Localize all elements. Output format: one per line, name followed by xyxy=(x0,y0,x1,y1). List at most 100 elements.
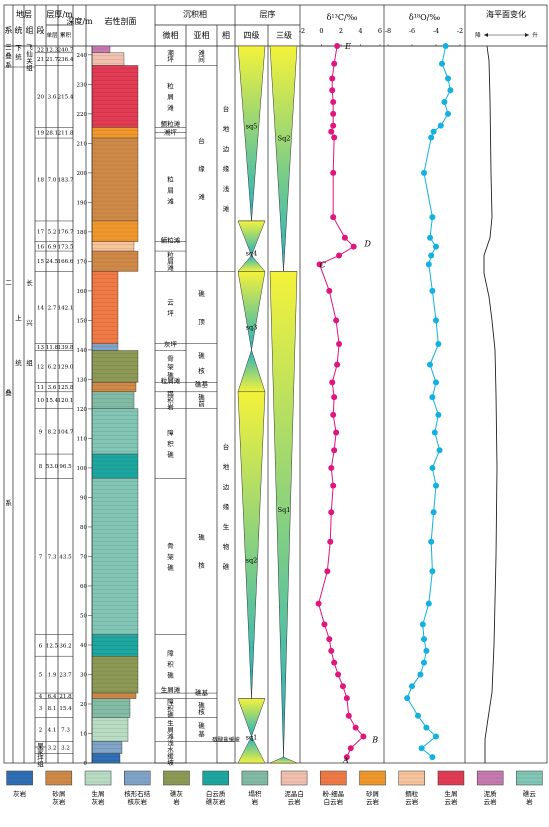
subfacies-cell: 礁核 xyxy=(186,351,217,383)
x-tick-label: -4 xyxy=(433,27,439,35)
x-tick-label: 2 xyxy=(339,27,343,35)
data-point xyxy=(324,568,331,575)
layer-single-thickness: 53.0 xyxy=(46,464,59,470)
legend-swatch xyxy=(163,770,190,786)
header-facies: 沉积相 xyxy=(183,9,207,19)
data-point xyxy=(433,733,439,740)
data-point xyxy=(430,128,437,135)
depth-tick-label: 220 xyxy=(77,112,88,118)
layer-number: 21 xyxy=(37,57,44,63)
layer-single-thickness: 6.2 xyxy=(48,364,57,370)
data-point xyxy=(445,75,451,82)
subfacies-label: 台缘滩 xyxy=(198,136,205,201)
header-sea-low: 降 xyxy=(475,31,481,39)
subfacies-label: 礁核 xyxy=(198,700,205,716)
legend-swatch xyxy=(241,770,269,786)
header-strata: 地层 xyxy=(16,9,32,19)
data-point xyxy=(330,482,337,489)
data-point xyxy=(433,482,439,489)
layer-cumulative-thickness: 183.7 xyxy=(58,178,74,184)
data-point xyxy=(316,261,323,268)
data-point xyxy=(429,568,436,575)
microfacies-cell: 潮坪 xyxy=(155,48,186,66)
lithology-bed xyxy=(91,717,129,742)
unit-changxing: 长兴组 xyxy=(26,278,33,367)
lithology-bed xyxy=(91,741,123,754)
microfacies-label: 粒屑滩 xyxy=(167,174,174,205)
data-point xyxy=(421,636,427,643)
microfacies-cell: 粒屑滩 xyxy=(155,376,186,393)
layer-number: 16 xyxy=(37,244,44,250)
point-annotation: A xyxy=(342,756,349,765)
layer-row: 16 6.9 173.5 xyxy=(35,244,74,252)
depth-tick: 20 xyxy=(80,702,92,708)
subfacies-label: 礁顶 xyxy=(198,289,205,326)
data-point xyxy=(331,447,338,454)
legend-swatch xyxy=(359,770,386,786)
layer-row: 19 28.1 211.8 xyxy=(35,131,74,139)
data-point xyxy=(326,287,333,294)
legend-swatch xyxy=(6,770,33,786)
depth-tick: 210 xyxy=(77,141,92,147)
data-point xyxy=(447,87,454,94)
legend-swatch xyxy=(280,770,308,786)
legend-item: 礁云岩 xyxy=(516,770,543,806)
lithology-bed xyxy=(91,271,119,344)
data-point xyxy=(330,99,337,106)
data-point xyxy=(417,671,424,678)
unit-upper: 上统 xyxy=(15,313,22,367)
layer-row: 11 3.6 125.8 xyxy=(35,385,74,393)
depth-tick: 70 xyxy=(80,554,92,560)
data-point xyxy=(343,754,350,761)
layer-number: 13 xyxy=(37,345,44,351)
subfacies-label: 礁核 xyxy=(198,532,205,569)
microfacies-cell: 生屑滩 xyxy=(155,719,186,742)
lithology-bed xyxy=(91,45,111,53)
layer-cumulative-thickness: 139.8 xyxy=(58,345,74,351)
header-system: 系 xyxy=(5,25,13,35)
data-point xyxy=(333,317,340,324)
layer-number: 12 xyxy=(37,364,44,370)
depth-tick-label: 200 xyxy=(77,171,88,177)
microfacies-cell: 鲕粒滩 xyxy=(155,235,186,252)
legend-item: 核形石结核灰岩 xyxy=(124,770,151,806)
depth-tick-label: 240 xyxy=(77,53,88,59)
layer-number: 15 xyxy=(37,259,44,265)
data-point xyxy=(425,261,432,268)
fourth-order-sequence-label: sq2 xyxy=(246,556,258,564)
depth-tick-label: 90 xyxy=(80,495,87,501)
point-annotation: B xyxy=(371,735,378,744)
layer-cumulative-thickness: 23.7 xyxy=(59,673,72,679)
depth-tick: 80 xyxy=(80,525,92,531)
data-point xyxy=(330,169,337,176)
layer-cumulative-thickness: 104.7 xyxy=(58,429,74,435)
data-point xyxy=(328,647,335,654)
layer-number: 6 xyxy=(39,643,43,649)
legend-swatch xyxy=(45,770,73,786)
layer-number: 17 xyxy=(37,229,44,235)
subfacies-cell: 礁基 xyxy=(186,379,217,393)
third-order-sequence-label: Sq2 xyxy=(278,134,291,142)
depth-tick: 230 xyxy=(77,82,92,88)
depth-tick: 50 xyxy=(80,613,92,619)
layer-number: 22 xyxy=(37,47,44,53)
microfacies-label: 浅水缓坡 xyxy=(167,738,174,767)
layer-single-thickness: 11.8 xyxy=(46,345,59,351)
depth-tick: 0 xyxy=(84,761,92,767)
transgressive-triangle xyxy=(237,391,266,699)
subfacies-cell: 礁前 xyxy=(186,392,217,409)
legend-label: 泥质云岩 xyxy=(484,789,498,806)
header-microfacies: 微相 xyxy=(163,30,179,40)
header-d18o: δ¹⁸O/‰ xyxy=(409,13,440,22)
strat-units xyxy=(4,66,46,748)
lithology-bed xyxy=(91,408,139,455)
sequence-Sq2 xyxy=(269,45,298,272)
data-point xyxy=(345,712,352,719)
data-point xyxy=(343,695,350,702)
data-point xyxy=(433,379,439,386)
data-point xyxy=(430,509,437,516)
depth-tick: 240 xyxy=(77,53,92,59)
data-point xyxy=(415,712,421,719)
layer-cumulative-thickness: 166.6 xyxy=(58,259,74,265)
point-annotation: D xyxy=(364,240,372,249)
